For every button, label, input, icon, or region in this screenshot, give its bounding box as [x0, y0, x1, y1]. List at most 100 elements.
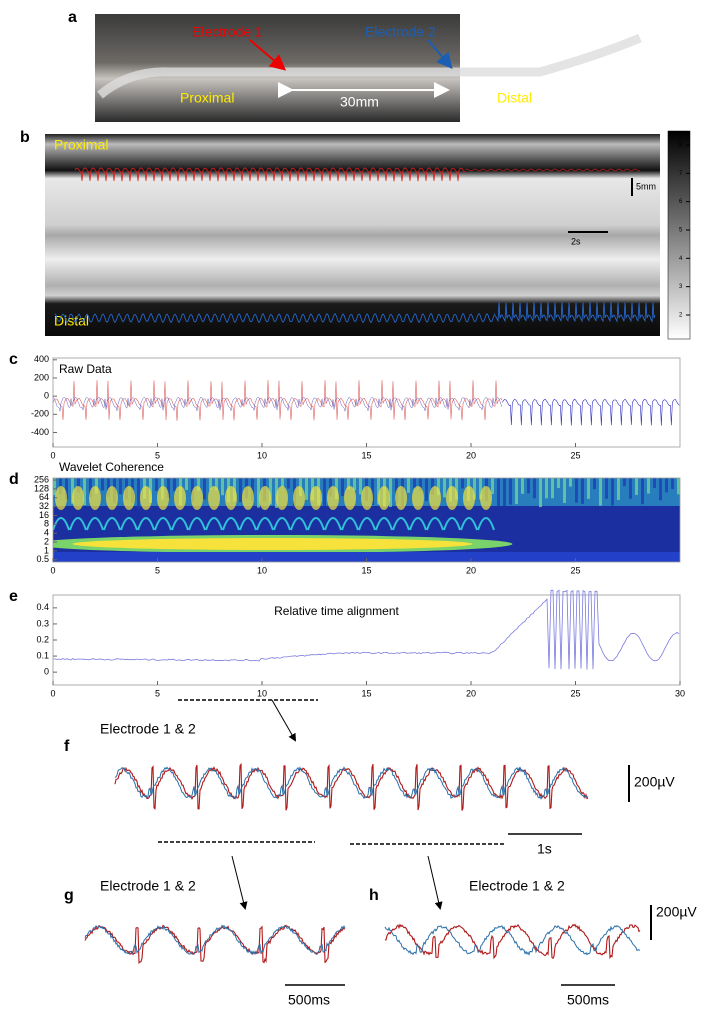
heatmap-cell [593, 478, 596, 490]
colorbar-label: 8 [679, 143, 683, 149]
colorbar [667, 130, 691, 340]
waveform [384, 924, 641, 957]
panel-letter: g [64, 887, 74, 904]
heatmap-arch [341, 517, 359, 531]
heatmap-cell [89, 478, 92, 498]
y-tick-label: 4 [44, 528, 49, 538]
y-tick-label: -400 [31, 427, 49, 437]
kymograph [45, 134, 660, 336]
panel-letter: d [9, 471, 19, 488]
heatmap-cell [347, 478, 350, 490]
heatmap-cell [551, 478, 554, 499]
heatmap-cell [509, 478, 512, 505]
heatmap-cell [569, 478, 572, 487]
y-tick-label: 32 [39, 501, 49, 511]
heatmap-cell [599, 478, 602, 506]
heatmap-cell [413, 478, 416, 488]
heatmap-cell [221, 478, 224, 496]
heatmap-cell [623, 478, 626, 487]
heatmap-blob [480, 486, 492, 510]
x-tick-label: 25 [570, 565, 580, 575]
heatmap-cell [587, 478, 590, 499]
heatmap-cell [281, 478, 284, 488]
panel-letter: a [68, 9, 77, 26]
heatmap-arch [222, 517, 240, 531]
heatmap-cell [353, 478, 356, 491]
scale-label: 200µV [634, 774, 675, 790]
waveform [74, 167, 466, 182]
heatmap-arch [103, 517, 121, 531]
waveform [52, 396, 503, 412]
heatmap-blob [378, 486, 390, 510]
x-tick-label: 20 [466, 565, 476, 575]
heatmap-cell [605, 478, 608, 499]
heatmap-blob [463, 486, 475, 510]
x-tick-label: 25 [570, 688, 580, 698]
x-tick-label: 15 [361, 450, 371, 460]
heatmap-cell [503, 478, 506, 507]
heatmap-cell [371, 478, 374, 505]
heatmap-blob [276, 486, 288, 510]
chart-title: Wavelet Coherence [59, 460, 164, 474]
arrow [271, 699, 296, 742]
heatmap-cell [443, 478, 446, 498]
y-tick-label: 0.3 [36, 618, 49, 628]
heatmap-blob [157, 486, 169, 510]
heatmap-cell [497, 478, 500, 507]
heatmap-cell [83, 478, 86, 506]
heatmap-cell [53, 478, 56, 496]
colorbar-label: 7 [679, 171, 683, 177]
x-tick-label: 5 [155, 688, 160, 698]
x-tick-label: 5 [155, 450, 160, 460]
heatmap-cell [65, 478, 68, 500]
heatmap-cell [209, 478, 212, 490]
x-tick-label: 10 [257, 565, 267, 575]
x-tick-label: 10 [257, 450, 267, 460]
colorbar-label: 4 [679, 256, 683, 262]
label: Proximal [180, 90, 234, 106]
x-tick-label: 0 [50, 450, 55, 460]
waveform [384, 923, 641, 960]
heatmap-blob [429, 486, 441, 510]
heatmap-arch [120, 517, 138, 531]
heatmap-cell [119, 478, 122, 495]
heatmap-cell [95, 478, 98, 494]
heatmap-arch [69, 517, 87, 531]
heatmap-arch [86, 517, 104, 531]
heatmap-arch [53, 517, 70, 531]
heatmap-cell [425, 478, 428, 501]
colorbar-label: 2 [679, 313, 683, 319]
panel-letter: b [20, 129, 30, 146]
heatmap-cell [71, 478, 74, 504]
heatmap-cell [431, 478, 434, 495]
arrow [231, 855, 248, 910]
heatmap-blob [395, 486, 407, 510]
heatmap-cell [155, 478, 158, 491]
label: Electrode 1 & 2 [100, 878, 196, 894]
heatmap-arch [239, 517, 257, 531]
heatmap-blob [140, 486, 152, 510]
x-tick-label: 20 [466, 450, 476, 460]
y-tick-label: 8 [44, 519, 49, 529]
heatmap-cell [563, 478, 566, 503]
x-tick-label: 15 [361, 565, 371, 575]
heatmap-cell [653, 478, 656, 489]
heatmap-blob [310, 486, 322, 510]
heatmap-cell [239, 478, 242, 503]
heatmap-cell [665, 478, 668, 493]
arrow [427, 39, 453, 70]
panel-letter: e [9, 588, 18, 605]
heatmap-cell [575, 478, 578, 503]
heatmap-cell [617, 478, 620, 501]
label: Electrode 1 & 2 [469, 878, 565, 894]
heatmap-cell [323, 478, 326, 507]
heatmap-arch [392, 517, 410, 531]
heatmap-cell [137, 478, 140, 508]
heatmap-cell [557, 478, 560, 489]
heatmap-cell [389, 478, 392, 507]
heatmap-cell [677, 478, 680, 495]
waveform [84, 924, 346, 965]
heatmap-cell [527, 478, 530, 494]
heatmap-cell [479, 478, 482, 500]
